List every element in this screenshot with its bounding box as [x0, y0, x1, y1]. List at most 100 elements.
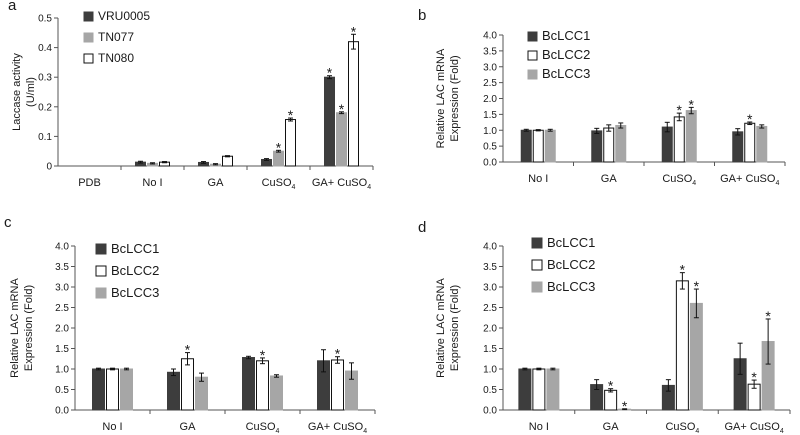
y-tick-label-6: 3.0: [55, 283, 69, 294]
significance-star: *: [339, 101, 345, 117]
x-tick-label-3: GA+ CuSO4: [720, 173, 779, 187]
bar-TN080-2: [222, 155, 233, 167]
x-tick-label-0: No I: [529, 421, 549, 433]
y-tick-label-1: 0.1: [38, 132, 52, 143]
significance-star: *: [288, 107, 294, 123]
bar-BcLCC3-0: [544, 129, 556, 163]
legend-swatch-BcLCC1: [531, 237, 543, 249]
legend-label-BcLCC3: BcLCC3: [542, 66, 590, 81]
legend-label-BcLCC2: BcLCC2: [547, 257, 595, 272]
bar-TN077-4: [336, 112, 347, 167]
panel-label: c: [4, 214, 12, 231]
y-tick-label-3: 1.5: [55, 344, 69, 355]
significance-star: *: [689, 96, 695, 112]
x-tick-label-2: CuSO4: [246, 421, 280, 435]
y-tick-label-4: 0.4: [38, 43, 52, 54]
x-tick-label-3: GA+ CuSO4: [308, 421, 367, 435]
y-tick-label-2: 1.0: [55, 365, 69, 376]
bar-BcLCC2-3: [744, 122, 756, 163]
panel-c: c Relative LAC mRNA Expression (Fold) 0.0 0.…: [4, 214, 376, 435]
bar-BcLCC1-0: [520, 129, 532, 163]
y-tick-label-3: 1.5: [483, 344, 497, 355]
legend-label-BcLCC3: BcLCC3: [111, 285, 159, 300]
bar-BcLCC3-2: [685, 110, 697, 163]
significance-star: *: [694, 278, 700, 294]
bar-BcLCC3-2: [689, 302, 703, 411]
y-axis-label: Relative LAC mRNA Expression (Fold): [435, 48, 461, 148]
panel-b: b Relative LAC mRNA Expression (Fold) 0.0 0.…: [418, 7, 786, 187]
y-tick-label-5: 2.5: [55, 303, 69, 314]
y-tick-label-5: 2.5: [483, 78, 497, 89]
bar-BcLCC3-0: [120, 368, 133, 411]
legend-label-BcLCC1: BcLCC1: [111, 241, 159, 256]
bar-TN080-4: [348, 41, 359, 167]
legend-label-BcLCC2: BcLCC2: [542, 47, 590, 62]
y-tick-label-8: 4.0: [483, 31, 497, 42]
bar-BcLCC1-1: [167, 371, 180, 411]
bar-BcLCC1-2: [242, 357, 255, 411]
x-tick-label-0: PDB: [78, 177, 101, 189]
legend-swatch-BcLCC3: [527, 69, 538, 80]
bar-BcLCC1-1: [591, 130, 603, 163]
legend-label-VRU0005: VRU0005: [98, 9, 150, 23]
x-tick-label-1: GA: [601, 173, 618, 185]
y-tick-label-3: 1.5: [483, 110, 497, 121]
bar-VRU0005-4: [324, 76, 335, 167]
y-tick-label-0: 0.0: [483, 406, 497, 417]
y-tick-label-8: 4.0: [55, 242, 69, 253]
bar-BcLCC2-2: [256, 360, 269, 411]
significance-star: *: [276, 139, 282, 155]
panel-a: a Laccase activity (U/ml) 0 0.1 0.2 0.3 0.4 0.5 P…: [8, 0, 374, 191]
legend-swatch-BcLCC2: [527, 50, 538, 61]
y-tick-label-1: 0.5: [483, 142, 497, 153]
legend-label-BcLCC2: BcLCC2: [111, 263, 159, 278]
bar-BcLCC2-1: [181, 358, 194, 411]
legend-label-BcLCC3: BcLCC3: [547, 279, 595, 294]
legend-swatch-BcLCC2: [531, 259, 543, 271]
x-tick-label-3: CuSO4: [262, 177, 296, 191]
bar-BcLCC2-0: [532, 129, 544, 163]
legend-swatch-BcLCC1: [527, 31, 538, 42]
panel-label: d: [418, 219, 426, 236]
x-tick-label-4: GA+ CuSO4: [312, 177, 371, 191]
legend-label-BcLCC1: BcLCC1: [547, 235, 595, 250]
legend-swatch-BcLCC3: [531, 281, 543, 293]
bar-BcLCC1-0: [518, 368, 532, 411]
x-tick-label-2: CuSO4: [662, 173, 696, 187]
bar-BcLCC2-2: [675, 280, 689, 411]
y-tick-label-1: 0.5: [55, 385, 69, 396]
x-tick-label-2: GA: [208, 177, 225, 189]
x-tick-label-0: No I: [528, 173, 548, 185]
y-tick-label-0: 0.0: [55, 406, 69, 417]
significance-star: *: [351, 23, 357, 39]
significance-star: *: [765, 308, 771, 324]
bar-BcLCC3-1: [615, 124, 627, 163]
y-tick-label-7: 3.5: [483, 262, 497, 273]
x-tick-label-2: CuSO4: [665, 421, 699, 435]
y-tick-label-7: 3.5: [483, 46, 497, 57]
y-tick-label-0: 0: [46, 162, 52, 173]
y-axis-label: Laccase activity (U/ml): [11, 53, 37, 131]
y-tick-label-2: 1.0: [483, 126, 497, 137]
legend-label-TN080: TN080: [98, 51, 134, 65]
x-tick-label-1: No I: [142, 177, 162, 189]
bar-BcLCC3-1: [195, 376, 208, 411]
x-tick-label-1: GA: [603, 421, 620, 433]
legend-label-TN077: TN077: [98, 30, 134, 44]
x-tick-label-1: GA: [180, 421, 197, 433]
y-tick-label-0: 0.0: [483, 158, 497, 169]
bar-BcLCC1-0: [92, 368, 105, 411]
legend-label-BcLCC1: BcLCC1: [542, 28, 590, 43]
y-tick-label-3: 0.3: [38, 73, 52, 84]
panel-label: b: [418, 7, 426, 24]
y-tick-label-4: 2.0: [483, 324, 497, 335]
significance-star: *: [680, 262, 686, 278]
legend-swatch-VRU0005: [83, 11, 94, 22]
y-tick-label-4: 2.0: [55, 324, 69, 335]
significance-star: *: [747, 111, 753, 127]
bar-BcLCC2-0: [106, 368, 119, 411]
y-tick-label-4: 2.0: [483, 94, 497, 105]
y-tick-label-2: 1.0: [483, 365, 497, 376]
legend-swatch-TN077: [83, 32, 94, 43]
